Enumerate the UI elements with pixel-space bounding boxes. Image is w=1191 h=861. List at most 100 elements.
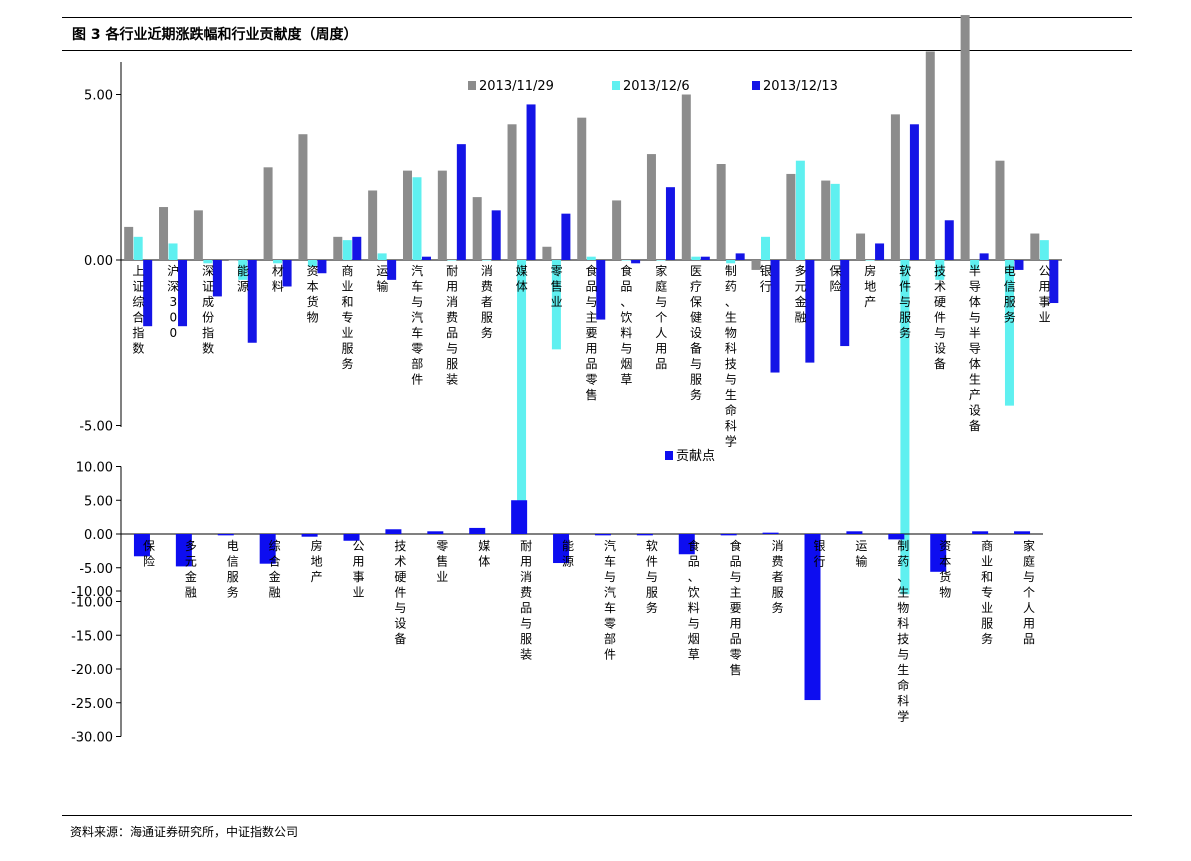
contribution-bar — [133, 534, 150, 557]
category-label: 银行 — [813, 539, 825, 569]
bar-1 — [751, 260, 761, 270]
bar-1 — [786, 173, 796, 260]
contribution-bar — [888, 534, 905, 540]
category-label: 半导体与半导体生产设备 — [969, 264, 981, 433]
y-tick-label: -10.00 — [71, 596, 113, 611]
category-label: 房地产 — [864, 263, 876, 309]
category-label: 食品与主要用品零售 — [585, 263, 597, 402]
bar-3 — [526, 104, 536, 261]
contribution-bar — [217, 534, 234, 536]
bar-2 — [447, 260, 457, 261]
contribution-bar — [301, 534, 318, 537]
bar-1 — [263, 167, 273, 260]
bar-1 — [716, 164, 726, 260]
bar-1 — [960, 15, 970, 261]
category-label: 能源 — [562, 539, 574, 569]
category-label: 技术硬件与设备 — [394, 539, 406, 646]
contribution-chart: 10.00 5.00 0.00 -5.00 -10.00 -15.00 -20.00 -25.… — [71, 449, 1043, 746]
contribution-bar — [343, 534, 360, 541]
bar-1 — [995, 160, 1005, 260]
category-label: 消费者服务 — [481, 264, 493, 340]
bar-3 — [178, 260, 188, 327]
bar-1 — [402, 170, 412, 260]
category-label: 资本货物 — [307, 264, 319, 325]
bar-3 — [212, 260, 222, 297]
bar-2 — [1039, 240, 1049, 260]
bar-1 — [193, 210, 203, 260]
bar-1 — [368, 190, 378, 260]
legend-label: 2013/11/29 — [479, 79, 554, 94]
bar-2 — [551, 260, 561, 350]
bar-1 — [472, 197, 482, 260]
category-label: 制药、生物科技与生命科学 — [725, 264, 737, 449]
bar-3 — [387, 260, 397, 280]
bar-2 — [586, 256, 596, 260]
bar-3 — [805, 260, 815, 363]
bar-1 — [124, 226, 134, 260]
bar-3 — [282, 260, 292, 287]
bar-1 — [612, 200, 622, 260]
bar-2 — [482, 260, 492, 261]
legend-label: 2013/12/6 — [623, 79, 690, 94]
category-label: 技术硬件与设备 — [934, 264, 946, 371]
bar-3 — [631, 260, 641, 264]
category-label: 软件与服务 — [646, 539, 658, 615]
contribution-bar — [720, 534, 737, 536]
y-tick-label: 5.00 — [84, 494, 113, 509]
bar-2 — [761, 236, 771, 260]
category-label: 运输 — [376, 264, 388, 294]
contribution-bar — [762, 532, 779, 534]
contribution-bar — [427, 531, 444, 534]
bar-3 — [247, 260, 257, 343]
bar-3 — [1014, 260, 1024, 270]
contribution-bar — [1014, 531, 1031, 534]
category-label: 零售业 — [551, 264, 563, 309]
category-label: 耐用消费品与服装 — [520, 539, 532, 662]
category-label: 多元金融 — [185, 539, 197, 600]
bar-1 — [856, 233, 866, 260]
bar-2 — [795, 160, 805, 260]
bar-3 — [979, 253, 989, 260]
bar-2 — [900, 260, 910, 595]
bar-1 — [821, 180, 831, 260]
y-tick-label: -20.00 — [71, 663, 113, 678]
y-tick-label: -10.00 — [71, 585, 113, 600]
y-tick-label: -5.00 — [79, 562, 113, 577]
category-label: 耐用消费品与服装 — [446, 264, 458, 387]
category-label: 上证综合指数 — [132, 264, 144, 356]
bar-3 — [596, 260, 606, 320]
bar-1 — [577, 117, 587, 260]
contribution-bar — [175, 534, 192, 567]
bar-2 — [517, 260, 527, 509]
contribution-bar — [511, 500, 528, 534]
bottom-rule — [62, 815, 1132, 816]
category-label: 公用事业 — [352, 539, 364, 600]
category-label: 保险 — [143, 539, 155, 569]
y-tick-label: 0.00 — [84, 254, 113, 269]
category-label: 软件与服务 — [899, 264, 911, 340]
bar-1 — [507, 124, 517, 260]
bar-3 — [1049, 260, 1059, 304]
bar-3 — [909, 124, 919, 260]
bar-1 — [925, 51, 935, 260]
bar-3 — [352, 236, 362, 260]
legend-label: 2013/12/13 — [763, 79, 838, 94]
bar-1 — [298, 134, 308, 260]
legend-swatch — [468, 81, 476, 90]
contribution-bar — [678, 534, 695, 555]
y-tick-label: -5.00 — [79, 420, 113, 435]
legend-swatch — [752, 81, 760, 90]
category-label: 电信服务 — [1004, 264, 1016, 325]
contribution-bar — [385, 529, 402, 534]
bar-1 — [681, 94, 691, 260]
legend-swatch — [665, 451, 673, 460]
bar-2 — [377, 253, 387, 260]
category-label: 家庭与个人用品 — [655, 263, 667, 371]
bar-1 — [333, 236, 343, 260]
legend-swatch — [612, 81, 620, 90]
category-label: 零售业 — [436, 539, 448, 584]
category-label: 媒体 — [516, 264, 528, 294]
contribution-bar — [553, 534, 570, 564]
bar-3 — [840, 260, 850, 347]
